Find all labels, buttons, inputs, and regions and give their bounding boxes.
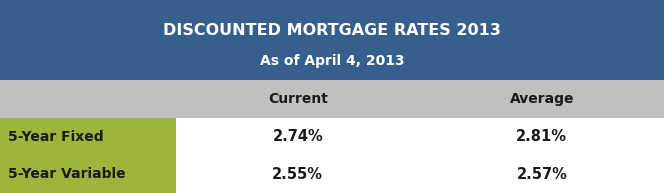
FancyBboxPatch shape xyxy=(420,155,664,193)
Text: Current: Current xyxy=(268,92,328,106)
FancyBboxPatch shape xyxy=(0,155,176,193)
FancyBboxPatch shape xyxy=(176,118,420,155)
Text: DISCOUNTED MORTGAGE RATES 2013: DISCOUNTED MORTGAGE RATES 2013 xyxy=(163,23,501,38)
Text: 2.55%: 2.55% xyxy=(272,167,323,182)
FancyBboxPatch shape xyxy=(0,0,664,80)
FancyBboxPatch shape xyxy=(420,118,664,155)
FancyBboxPatch shape xyxy=(0,118,176,155)
Text: 5-Year Variable: 5-Year Variable xyxy=(8,167,125,181)
FancyBboxPatch shape xyxy=(176,155,420,193)
Text: 2.81%: 2.81% xyxy=(517,129,567,144)
Text: 2.74%: 2.74% xyxy=(272,129,323,144)
Text: 2.57%: 2.57% xyxy=(517,167,567,182)
Text: Average: Average xyxy=(509,92,574,106)
Text: 5-Year Fixed: 5-Year Fixed xyxy=(8,130,104,144)
FancyBboxPatch shape xyxy=(0,80,664,118)
Text: As of April 4, 2013: As of April 4, 2013 xyxy=(260,54,404,68)
